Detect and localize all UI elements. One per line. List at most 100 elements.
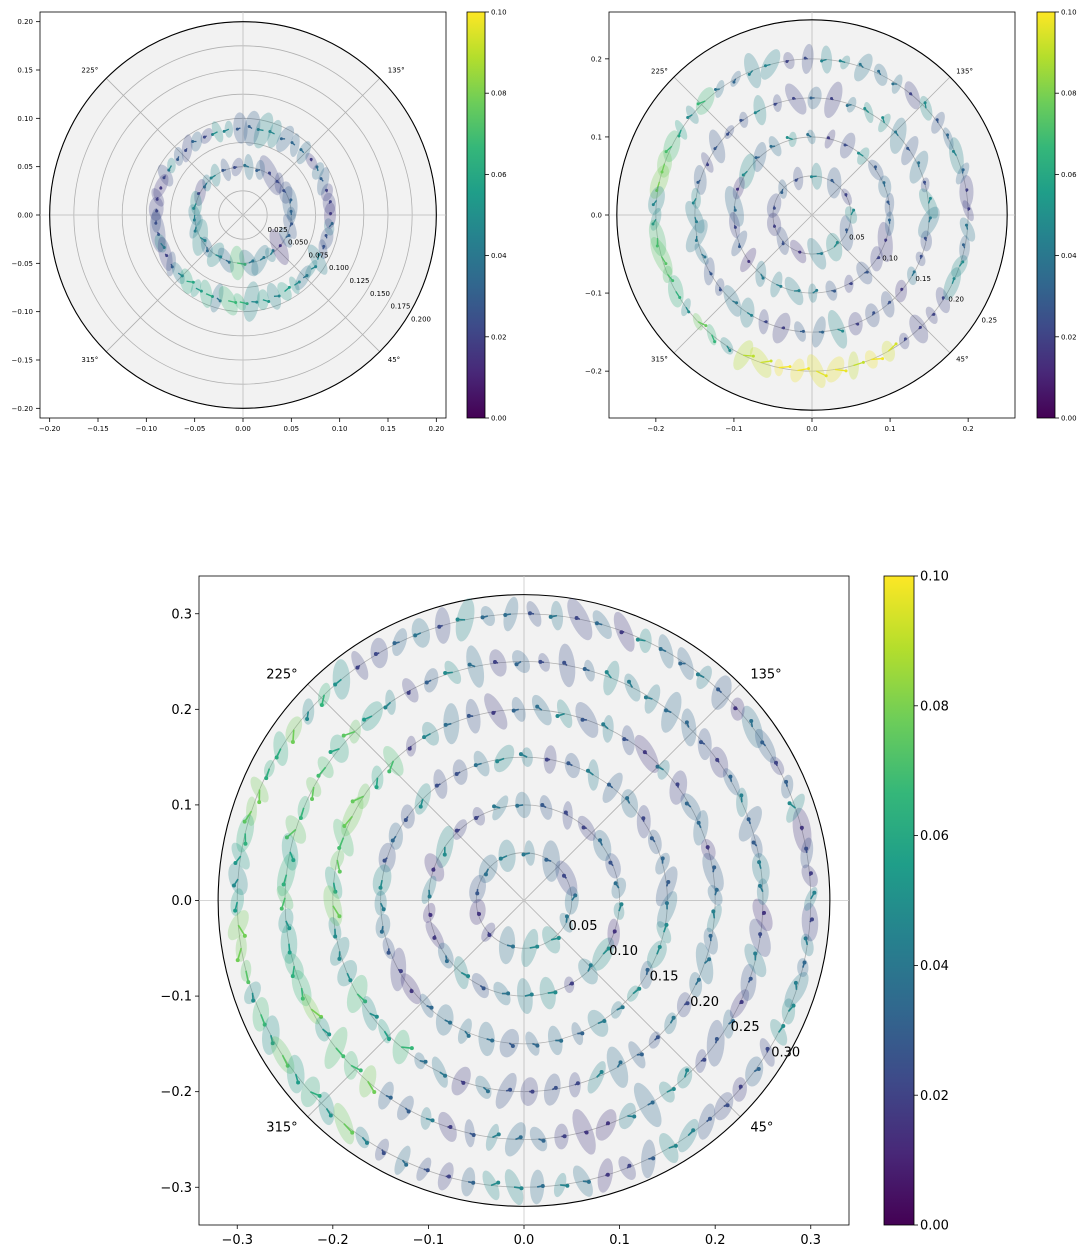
polar-grid-spoke — [811, 76, 951, 216]
vector-head — [620, 1005, 625, 1010]
vector-head — [510, 944, 515, 949]
displacement-vector — [343, 1123, 353, 1134]
polar-grid-spoke — [523, 683, 741, 901]
vector-head — [409, 989, 414, 994]
vector-head — [747, 260, 751, 264]
radial-tick-label: 0.15 — [650, 969, 679, 984]
vector-head — [162, 245, 166, 249]
vector-head — [641, 816, 646, 821]
displacement-vector — [237, 924, 246, 937]
vector-head — [845, 228, 849, 232]
vector-head — [271, 249, 275, 253]
vector-head — [586, 1179, 591, 1184]
vector-head — [845, 103, 849, 107]
vector-head — [608, 860, 613, 865]
vector-head — [582, 667, 587, 672]
vector-head — [602, 1018, 607, 1023]
polar-grid-spoke — [811, 214, 951, 354]
vector-head — [191, 280, 195, 284]
vector-head — [290, 222, 294, 226]
vector-head — [678, 295, 682, 299]
vector-head — [492, 804, 497, 809]
vector-head — [409, 1046, 414, 1051]
angle-label: 45° — [956, 356, 968, 364]
vector-head — [739, 793, 744, 798]
vector-head — [751, 354, 755, 358]
y-tick-label: −0.05 — [12, 260, 33, 268]
vector-head — [605, 1172, 610, 1177]
vector-head — [787, 801, 792, 806]
vector-head — [765, 1046, 770, 1051]
colorbar-tick-label: 0.00 — [491, 414, 507, 422]
uncertainty-ellipse — [435, 825, 454, 869]
vector-head — [329, 211, 333, 215]
radial-tick-label: 0.125 — [349, 277, 369, 285]
vector-head — [363, 999, 368, 1004]
colorbar-tick-label: 0.10 — [920, 570, 949, 585]
displacement-vector — [243, 810, 253, 823]
vector-head — [324, 233, 328, 237]
vector-head — [535, 1043, 540, 1048]
vector-head — [563, 810, 568, 815]
displacement-vector — [332, 905, 341, 917]
polar-plot-top-right: 0.05 0.10 0.15 0.20 0.25 135° 225° 315° 45° −0.2 −… — [585, 8, 1077, 433]
polar-plot-top-left: 0.0250.0500.0750.1000.1250.1500.1750.200… — [12, 8, 508, 433]
y-tick-label: 0.1 — [171, 798, 192, 813]
vector-head — [467, 662, 472, 667]
vector-head — [746, 817, 751, 822]
radial-tick-label: 0.175 — [390, 303, 410, 311]
displacement-vector — [760, 360, 772, 364]
uncertainty-ellipse — [904, 81, 921, 110]
vector-head — [350, 1130, 355, 1135]
vector-head — [372, 1090, 377, 1095]
uncertainty-ellipse — [731, 230, 748, 257]
vector-head — [548, 614, 553, 619]
vector-head — [383, 705, 388, 710]
vector-head — [155, 197, 159, 201]
vector-head — [277, 294, 281, 298]
displacement-vector — [853, 361, 864, 367]
vector-head — [521, 852, 526, 857]
vector-head — [923, 101, 927, 105]
vector-head — [317, 1093, 322, 1098]
uncertainty-ellipse — [595, 1109, 617, 1141]
uncertainty-ellipse — [243, 110, 261, 147]
colorbar-tick-label: 0.00 — [920, 1219, 949, 1234]
vector-head — [287, 926, 292, 931]
x-tick-label: −0.20 — [39, 425, 60, 433]
vector-head — [687, 310, 691, 314]
vector-head — [761, 910, 766, 915]
vector-head — [342, 823, 347, 828]
vector-head — [741, 173, 745, 177]
vector-head — [575, 1081, 580, 1086]
vector-head — [222, 129, 226, 133]
vector-head — [820, 252, 824, 256]
angle-label: 45° — [750, 1120, 773, 1135]
displacement-vector — [887, 343, 897, 352]
vector-head — [454, 828, 459, 833]
vector-head — [257, 800, 262, 805]
angle-label: 315° — [81, 356, 98, 364]
radial-tick-label: 0.150 — [370, 290, 390, 298]
vector-head — [256, 127, 260, 131]
vector-head — [428, 912, 433, 917]
vector-head — [613, 881, 618, 886]
vector-head — [912, 270, 916, 274]
vector-head — [756, 1066, 761, 1071]
uncertainty-ellipse — [856, 261, 873, 285]
vector-head — [815, 288, 819, 292]
vector-head — [637, 986, 642, 991]
vector-head — [406, 690, 411, 695]
vector-head — [706, 163, 710, 167]
vector-head — [388, 1095, 393, 1100]
vector-head — [708, 933, 713, 938]
vector-head — [492, 660, 497, 665]
vector-head — [751, 840, 756, 845]
vector-head — [466, 713, 471, 718]
y-tick-label: −0.10 — [12, 308, 33, 316]
vector-head — [952, 277, 956, 281]
vector-head — [298, 815, 303, 820]
vector-head — [309, 157, 313, 161]
colorbar — [1036, 11, 1056, 419]
vector-head — [191, 140, 195, 144]
